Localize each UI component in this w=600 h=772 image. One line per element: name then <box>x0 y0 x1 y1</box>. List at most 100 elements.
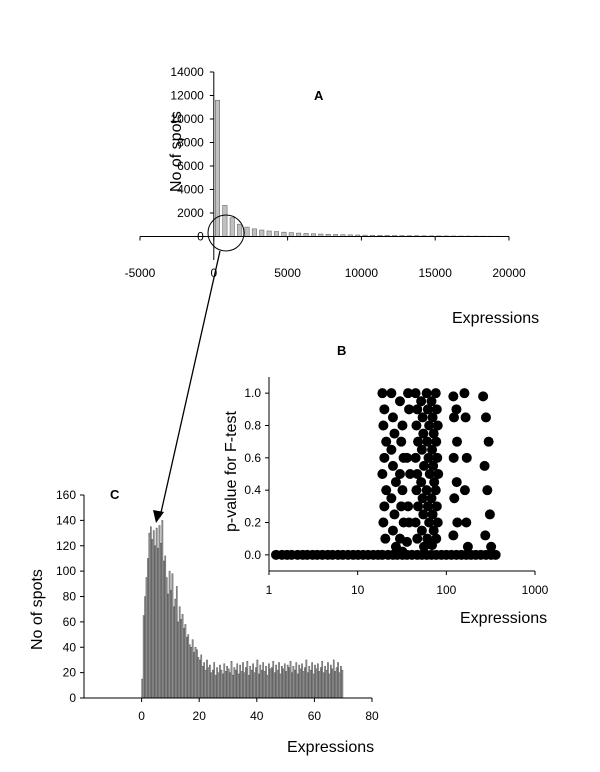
panel-c-bar <box>216 667 218 699</box>
panel-b-point <box>431 404 442 415</box>
panel-b-y-tick-label: 0.6 <box>244 451 261 465</box>
panel-c-bar <box>145 577 148 699</box>
panel-b-point <box>417 412 428 423</box>
panel-c-bar <box>165 577 168 699</box>
panel-b-point <box>482 485 493 496</box>
panel-c-bar <box>220 669 223 699</box>
panel-c-bar <box>330 664 332 699</box>
panel-b-point <box>413 501 424 512</box>
panel-b-point <box>416 444 427 455</box>
panel-b-point <box>390 477 401 488</box>
panel-c-bar <box>237 673 240 699</box>
panel-b-point <box>432 420 443 431</box>
panel-c-bar <box>226 666 228 699</box>
panel-c-bar <box>188 644 191 699</box>
panel-c-bar <box>331 668 334 699</box>
panel-a-bar <box>222 205 228 237</box>
panel-c-y-ticks: 0 20 40 60 80 100 120 140 160 <box>56 488 84 705</box>
panel-c-bar <box>289 661 292 699</box>
panel-c-bar <box>317 663 319 699</box>
panel-b-point <box>410 388 421 399</box>
panel-c-bar <box>227 668 230 699</box>
panel-c-bar <box>273 672 276 699</box>
panel-c-bar <box>207 667 210 699</box>
panel-c-bar <box>260 669 263 699</box>
panel-b-point <box>394 469 405 479</box>
panel-a-x-tick-label: 5000 <box>274 266 301 280</box>
panel-b-point <box>397 420 408 431</box>
panel-c-bar <box>180 619 182 699</box>
panel-c-bar <box>283 663 286 699</box>
panel-c-bar <box>258 673 260 699</box>
panel-c-bars <box>141 520 344 699</box>
panel-b-x-tick-label: 1000 <box>522 583 549 597</box>
panel-b-point <box>423 452 434 463</box>
panel-c-y-tick-label: 0 <box>69 691 76 705</box>
panel-b: 0.0 0.2 0.4 0.6 0.8 1.0 1 10 100 1000 p-value fo… <box>223 343 549 627</box>
panel-c-bar <box>164 555 167 699</box>
panel-c-bar <box>240 671 243 699</box>
panel-b-point <box>430 388 441 399</box>
panel-a-x-ticks: -5000 0 5000 10000 15000 20000 <box>125 236 526 280</box>
panel-b-point <box>429 477 440 488</box>
panel-a-y-tick-label: 0 <box>197 230 204 244</box>
panel-b-point <box>416 396 427 407</box>
panel-c-bar <box>209 664 211 699</box>
panel-c-bar <box>307 672 309 699</box>
panel-c-x-tick-label: 20 <box>193 709 207 723</box>
panel-c-bar <box>334 671 336 699</box>
panel-c-bar <box>319 667 322 699</box>
panel-b-point <box>401 536 412 547</box>
panel-b-y-tick-label: 0.4 <box>244 483 261 497</box>
panel-b-points <box>271 388 501 560</box>
panel-c-bar <box>175 586 178 699</box>
panel-c-bar <box>275 664 277 699</box>
panel-c-bar <box>263 671 266 699</box>
panel-a-y-tick-label: 4000 <box>177 183 204 197</box>
panel-a-bar <box>266 230 272 237</box>
panel-b-point <box>431 533 442 544</box>
panel-c-bar <box>177 621 180 699</box>
panel-b-point <box>462 541 473 552</box>
panel-c-bar <box>155 527 158 699</box>
panel-c-bar <box>312 673 315 699</box>
panel-b-point <box>405 469 416 479</box>
panel-b-point <box>412 404 423 415</box>
panel-c-bar <box>219 664 221 699</box>
panel-c-bar <box>157 548 159 699</box>
panel-b-point <box>431 436 442 447</box>
panel-b-point <box>413 436 424 447</box>
panel-c-bar <box>168 570 171 699</box>
panel-b-point <box>389 509 400 520</box>
panel-c-bar <box>224 671 227 699</box>
panel-a-bar <box>237 223 243 237</box>
panel-c-bar <box>171 573 174 699</box>
panel-c-bar <box>152 530 155 699</box>
panel-c-bar <box>266 674 269 699</box>
panel-b-point <box>416 525 427 536</box>
panel-c-x-tick-label: 80 <box>365 709 379 723</box>
panel-c-bar <box>196 649 198 699</box>
panel-c-bar <box>203 662 205 699</box>
panel-c-bar <box>279 673 282 699</box>
panel-c-bar <box>234 669 237 699</box>
panel-b-point <box>416 477 427 488</box>
panel-c-bar <box>150 526 152 699</box>
panel-b-point <box>379 404 390 415</box>
panel-b-point <box>478 391 489 402</box>
panel-c-bar <box>272 661 275 699</box>
panel-b-point <box>448 530 459 541</box>
zoom-arrow-line <box>159 250 221 518</box>
panel-a-x-label: Expressions <box>452 310 539 327</box>
panel-c-bar <box>295 662 298 699</box>
panel-c-bar <box>213 662 216 699</box>
panel-b-point <box>483 436 494 447</box>
panel-a-y-tick-label: 14000 <box>170 65 204 79</box>
panel-b-point <box>459 485 470 496</box>
panel-b-point <box>394 396 405 407</box>
panel-b-point <box>424 469 435 479</box>
panel-c: 0 20 40 60 80 100 120 140 160 0 20 40 60 80 No of sp… <box>29 487 379 756</box>
panel-b-point <box>386 493 397 504</box>
panel-b-point <box>417 493 428 504</box>
